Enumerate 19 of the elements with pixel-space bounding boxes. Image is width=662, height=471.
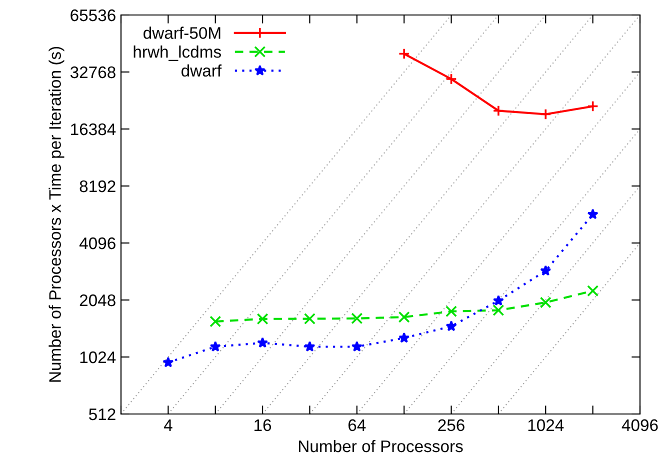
x-axis-title: Number of Processors xyxy=(298,440,463,452)
y-tick-label: 512 xyxy=(89,408,116,420)
legend-label: hrwh_lcdms xyxy=(134,46,221,61)
y-tick-label: 32768 xyxy=(70,66,116,78)
x-tick-label: 16 xyxy=(254,419,272,432)
x-tick-label: 4 xyxy=(164,419,172,431)
y-tick-label: 16384 xyxy=(71,123,116,136)
legend-label: dwarf-50M xyxy=(144,26,220,39)
legend-label: dwarf xyxy=(182,64,222,77)
y-tick-label: 8192 xyxy=(80,180,116,192)
y-tick-label: 1024 xyxy=(80,351,116,364)
y-axis-title: Number of Processors x Time per Iteration (s) xyxy=(48,46,64,382)
y-tick-label: 4096 xyxy=(79,237,116,250)
x-tick-label: 256 xyxy=(438,419,464,432)
y-tick-label: 2048 xyxy=(80,294,116,306)
x-tick-label: 4096 xyxy=(622,419,658,432)
x-tick-label: 64 xyxy=(348,419,366,432)
x-tick-label: 1024 xyxy=(528,419,564,432)
y-tick-label: 65536 xyxy=(70,9,116,22)
